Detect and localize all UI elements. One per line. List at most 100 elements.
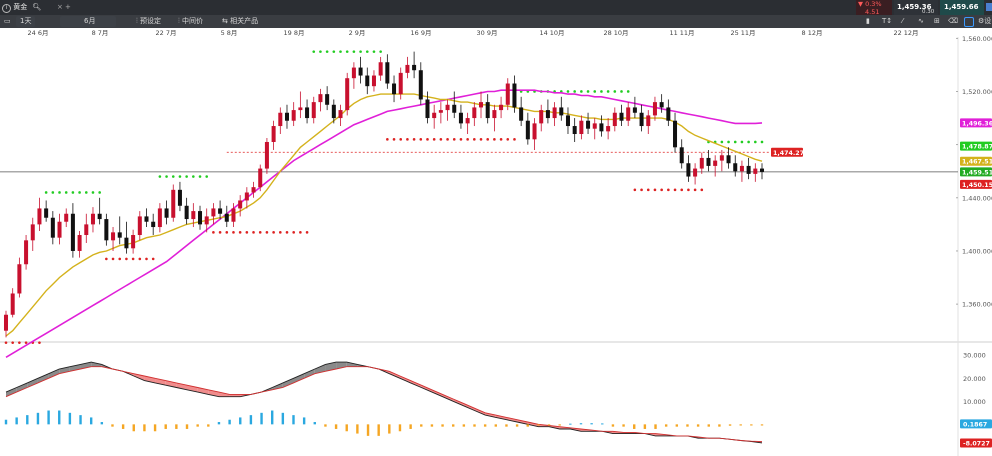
trend-dot-green — [566, 90, 570, 93]
trend-dot-green — [379, 50, 382, 53]
candle-body — [90, 213, 95, 225]
text-tool-icon[interactable]: T↕ — [882, 17, 893, 25]
trend-dot-red — [299, 231, 302, 234]
macd-hist-bar — [377, 424, 380, 436]
y-tick-label: 1,360.000 — [962, 301, 992, 309]
candle-body — [652, 102, 657, 116]
trend-dot-red — [272, 231, 275, 234]
top-bar: i 黄金 🔍︎ × + ▼ 0.3% 4.51 1,459.36 0.30 1,… — [0, 0, 992, 16]
candle-body — [345, 78, 350, 111]
macd-hist-bar — [409, 424, 412, 429]
price-label-bg — [960, 118, 992, 128]
trend-dot-green — [740, 140, 744, 144]
trend-dot-red — [499, 138, 503, 141]
macd-hist-bar — [366, 424, 370, 436]
macd-hist-bar — [132, 424, 135, 432]
settings-button[interactable]: ⚙设 — [978, 17, 991, 26]
x-tick-label: 2 9月 — [349, 29, 366, 37]
bid-box[interactable]: 1,459.36 — [894, 0, 938, 15]
candle-body — [739, 165, 744, 172]
midprice-label: 中间价 — [181, 17, 203, 25]
macd-hist-bar — [558, 424, 561, 426]
trend-dot-green — [626, 90, 630, 93]
candle-body — [298, 107, 303, 111]
x-tick-label: 19 8月 — [284, 29, 305, 37]
candle-body — [733, 163, 738, 172]
delete-icon[interactable]: ⌫ — [948, 17, 958, 25]
toolbar-preset[interactable]: ⫶ 预设定 — [136, 17, 161, 26]
trend-dot-green — [165, 175, 168, 178]
trend-dot-red — [125, 257, 128, 261]
compare-icon[interactable]: ⊞ — [934, 17, 940, 25]
candle-body — [224, 213, 229, 222]
info-icon: i — [2, 4, 11, 13]
macd-hist-bar — [707, 424, 710, 427]
timeframe-select[interactable]: 6月 — [60, 16, 116, 27]
trend-dot-green — [727, 140, 730, 144]
candle-body — [258, 168, 263, 188]
macd-area — [229, 394, 241, 397]
trend-dot-red — [105, 257, 108, 261]
macd-area — [37, 373, 49, 383]
toolbar-midprice[interactable]: ⫶ 中间价 — [178, 17, 203, 26]
candle-body — [485, 102, 490, 119]
trend-dot-green — [91, 191, 95, 194]
crosshair-icon[interactable] — [964, 17, 974, 27]
macd-hist-bar — [89, 417, 93, 425]
trend-dot-red — [459, 138, 463, 141]
preset-label: 预设定 — [139, 17, 161, 25]
macd-hist-bar — [633, 424, 636, 429]
candle-body — [525, 120, 530, 140]
candle-body — [171, 189, 176, 218]
price-chart[interactable]: 24 6月 8 7月 22 7月 5 8月 19 8月 2 9月 16 9月 30 9月 14 … — [0, 28, 992, 456]
symbol-tab[interactable]: i 黄金 🔍︎ — [2, 3, 42, 13]
macd-y-tick-label: 30.000 — [963, 352, 986, 360]
candle-body — [131, 235, 136, 249]
trend-dot-green — [365, 50, 369, 53]
candle-body — [398, 72, 403, 95]
close-tab-icon[interactable]: × — [57, 3, 63, 11]
trend-dot-red — [452, 138, 456, 141]
indicator-icon[interactable]: ∿ — [918, 17, 924, 25]
macd-hist-bar — [68, 412, 72, 425]
trend-dot-red — [392, 138, 396, 141]
macd-hist-bar — [622, 424, 625, 427]
macd-line — [5, 361, 763, 444]
toolbar-related[interactable]: ⇆ 相关产品 — [222, 17, 258, 26]
trend-dot-green — [205, 175, 209, 178]
candle-body — [713, 160, 718, 166]
add-tab-icon[interactable]: + — [65, 3, 71, 11]
trend-dot-red — [18, 341, 21, 344]
macd-hist-bar — [462, 424, 466, 427]
x-tick-label: 22 12月 — [893, 29, 918, 37]
search-icon[interactable]: 🔍︎ — [32, 3, 42, 11]
account-icon[interactable] — [986, 3, 992, 11]
macd-hist-bar — [260, 412, 263, 425]
candle-body — [244, 192, 249, 201]
trend-dot-green — [198, 175, 202, 178]
candle-body — [117, 232, 122, 238]
x-tick-label: 25 11月 — [730, 29, 755, 37]
candle-body — [565, 115, 570, 127]
macd-hist-bar — [217, 422, 221, 425]
ask-box[interactable]: 1,459.66 — [940, 0, 984, 15]
trend-dot-red — [419, 138, 423, 141]
trend-dot-red — [432, 138, 436, 141]
candle-body — [686, 163, 691, 177]
macd-hist-bar — [537, 424, 540, 426]
macd-hist-bar — [345, 424, 348, 432]
macd-hist-bar — [430, 424, 434, 427]
macd-area — [27, 378, 38, 388]
macd-area — [6, 387, 17, 397]
draw-tool-icon[interactable]: ⁄ — [902, 17, 904, 25]
macd-hist-bar — [654, 424, 657, 429]
trend-dot-red — [245, 231, 249, 234]
macd-hist-bar — [79, 415, 82, 425]
macd-hist-bar — [686, 424, 689, 427]
timeframe-tab[interactable]: 1天 — [16, 16, 36, 27]
candle-body — [753, 168, 758, 174]
candle-body — [37, 208, 42, 225]
related-icon: ⇆ — [222, 17, 231, 25]
trend-dot-red — [218, 231, 222, 234]
layout-icon[interactable]: ▭ — [4, 17, 11, 25]
